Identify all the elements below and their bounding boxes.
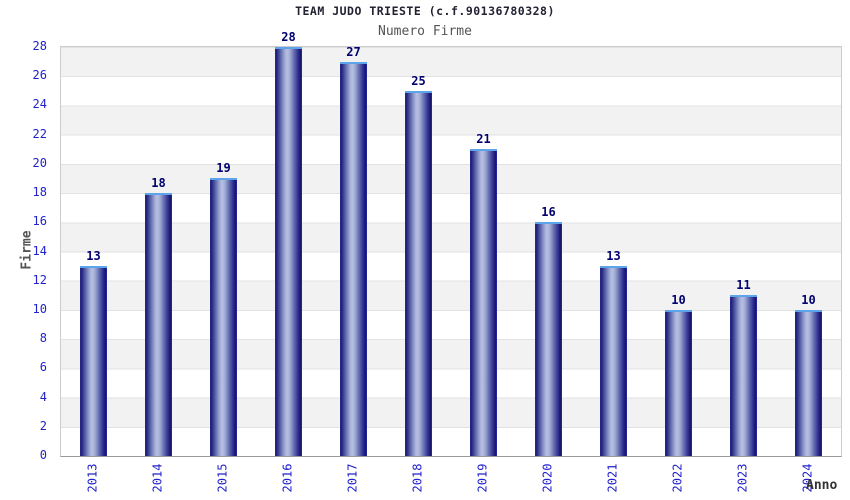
bar-value-label: 19	[216, 161, 231, 176]
bar-value-label: 27	[346, 44, 361, 59]
y-tick-label: 8	[39, 331, 47, 346]
bar-2023	[730, 295, 757, 456]
y-tick-label: 10	[32, 301, 47, 316]
x-tick-label: 2017	[320, 459, 385, 497]
y-tick-label: 4	[39, 389, 47, 404]
y-tick-label: 2	[39, 418, 47, 433]
x-tick-label: 2022	[645, 459, 710, 497]
y-tick-label: 0	[39, 448, 47, 462]
x-tick-label: 2018	[385, 459, 450, 497]
bar-2016	[275, 47, 302, 456]
y-axis-ticks: 0 2 4 6 8 10 12 14 16 18 20 22 24 26 28	[0, 39, 47, 462]
chart-subtitle: Numero Firme	[378, 24, 472, 39]
y-tick-label: 14	[32, 243, 47, 258]
x-tick-label: 2020	[515, 459, 580, 497]
bar-value-label: 21	[476, 132, 491, 147]
x-tick-label: 2013	[60, 459, 125, 497]
x-tick-text: 2023	[735, 463, 750, 493]
x-tick-label: 2021	[580, 459, 645, 497]
x-tick-text: 2020	[540, 463, 555, 493]
bar-2017	[340, 61, 367, 456]
x-tick-text: 2019	[475, 463, 490, 493]
x-tick-text: 2016	[280, 463, 295, 493]
x-tick-text: 2013	[85, 463, 100, 493]
y-tick-label: 16	[32, 214, 47, 229]
x-tick-label: 2016	[255, 459, 320, 497]
plot-area: 13 18 19 28 27 25 21 16 13 10 11 10	[60, 30, 842, 457]
bar-value-label: 10	[671, 292, 686, 307]
bar-value-label: 13	[606, 249, 621, 264]
bar-value-label: 10	[801, 292, 816, 307]
x-tick-label: 2023	[710, 459, 775, 497]
bar-value-label: 25	[411, 73, 426, 88]
bar-2019	[470, 149, 497, 456]
bar-2022	[665, 309, 692, 456]
x-tick-text: 2015	[215, 463, 230, 493]
bar-2021	[600, 266, 627, 456]
y-tick-label: 22	[32, 126, 47, 141]
y-tick-label: 18	[32, 185, 47, 200]
bar-2015	[210, 178, 237, 456]
bar-2020	[535, 222, 562, 456]
y-tick-label: 20	[32, 155, 47, 170]
bar-value-label: 16	[541, 205, 556, 220]
bar-2024	[795, 309, 822, 456]
bar-value-label: 11	[736, 278, 751, 293]
x-tick-text: 2021	[605, 463, 620, 493]
y-tick-label: 12	[32, 272, 47, 287]
bar-2013	[80, 266, 107, 456]
bar-value-label: 18	[151, 176, 166, 191]
bar-value-label: 13	[86, 249, 101, 264]
y-tick-label: 28	[32, 39, 47, 53]
bar-value-label: 28	[281, 30, 296, 44]
x-tick-label: 2015	[190, 459, 255, 497]
x-tick-text: 2017	[345, 463, 360, 493]
x-tick-label: 2014	[125, 459, 190, 497]
x-tick-label: 2019	[450, 459, 515, 497]
x-tick-text: 2014	[150, 463, 165, 493]
chart-title: TEAM JUDO TRIESTE (c.f.90136780328)	[295, 4, 555, 18]
x-tick-text: 2022	[670, 463, 685, 493]
bar-2018	[405, 90, 432, 456]
x-tick-text: 2018	[410, 463, 425, 493]
y-tick-label: 26	[32, 68, 47, 83]
x-axis-label: Anno	[806, 478, 838, 493]
bar-2014	[145, 193, 172, 456]
y-tick-label: 24	[32, 97, 47, 112]
y-tick-label: 6	[39, 360, 47, 375]
